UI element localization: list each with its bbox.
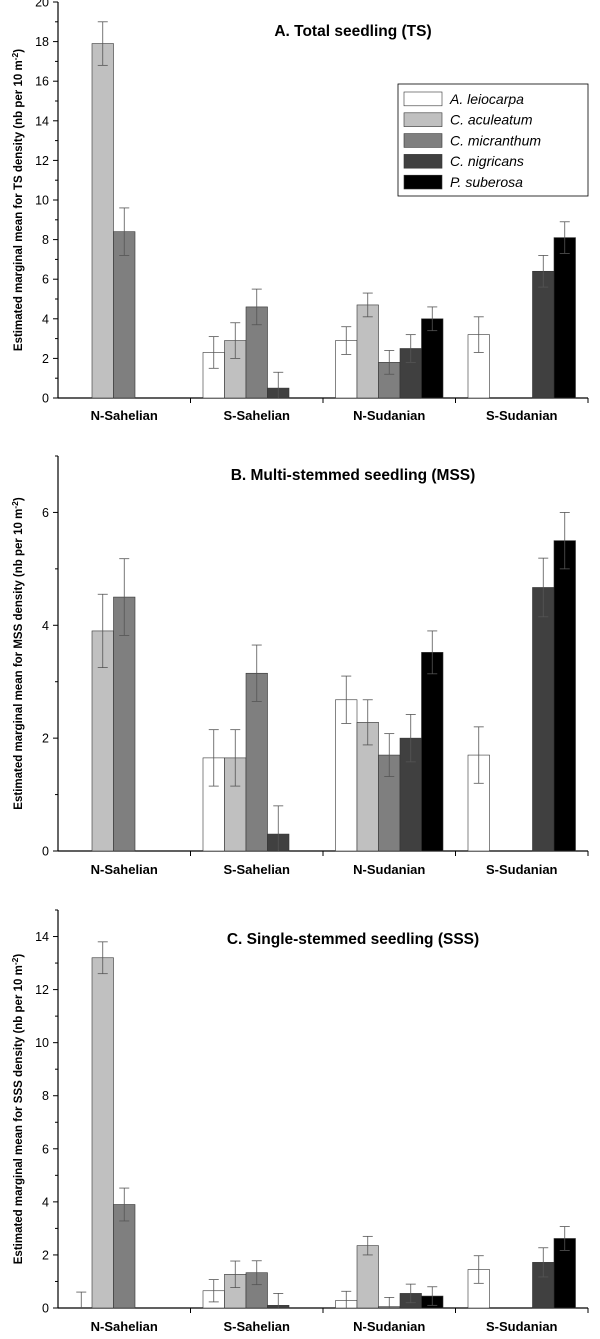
y-axis-title-suffix: ) — [13, 497, 25, 501]
bar — [421, 652, 444, 852]
x-category-label: S-Sahelian — [224, 408, 291, 423]
bar — [91, 43, 114, 399]
legend-label: C. nigricans — [450, 153, 524, 169]
chart-title: B. Multi-stemmed seedling (MSS) — [231, 467, 476, 484]
y-axis-title-suffix: ) — [13, 49, 25, 53]
y-tick-label: 10 — [35, 194, 49, 208]
chart-title: A. Total seedling (TS) — [274, 23, 431, 40]
y-tick-label: 2 — [42, 732, 49, 746]
bar — [113, 231, 136, 399]
y-tick-label: 2 — [42, 1248, 49, 1262]
y-axis-title-text: Estimated marginal mean for TS density (… — [13, 60, 25, 351]
x-category-label: N-Sahelian — [91, 1319, 158, 1334]
y-tick-label: 16 — [35, 75, 49, 89]
y-tick-label: 6 — [42, 506, 49, 520]
legend-label: P. suberosa — [450, 174, 523, 190]
chart-panel-2: 0 2 4 6 8 10 12 14 N-Sahelian S-Sahelian N-Sudania… — [10, 909, 589, 1334]
bar — [553, 237, 576, 399]
bar — [532, 270, 555, 399]
y-tick-label: 8 — [42, 233, 49, 247]
legend-swatch — [403, 91, 443, 107]
y-tick-label: 4 — [42, 619, 49, 633]
chart-panel-0: 0 2 4 6 8 10 12 14 16 18 20 N-Sahelian S-Sahelian N-S… — [10, 0, 589, 423]
y-tick-label: 14 — [35, 930, 49, 944]
y-tick-label: 14 — [35, 114, 49, 128]
y-tick-label: 0 — [42, 392, 49, 406]
y-axis-title-text: Estimated marginal mean for SSS density … — [13, 965, 25, 1264]
x-category-label: N-Sahelian — [91, 408, 158, 423]
legend-swatch — [403, 112, 443, 127]
y-axis-title: Estimated marginal mean for TS density (… — [10, 49, 25, 351]
y-tick-label: 6 — [42, 273, 49, 287]
legend-swatch — [403, 133, 443, 148]
y-tick-label: 10 — [35, 1036, 49, 1050]
x-category-label: N-Sudanian — [353, 408, 425, 423]
y-tick-label: 2 — [42, 352, 49, 366]
legend-swatch — [403, 154, 443, 169]
bar — [356, 304, 379, 399]
chart-title: C. Single-stemmed seedling (SSS) — [227, 931, 479, 948]
y-axis-title-text: Estimated marginal mean for MSS density … — [13, 509, 25, 810]
bar — [91, 957, 114, 1309]
y-axis-title-exponent: -2 — [10, 957, 20, 965]
bar — [532, 587, 555, 852]
y-tick-label: 20 — [35, 0, 49, 10]
x-category-label: S-Sudanian — [486, 408, 558, 423]
x-category-label: S-Sudanian — [486, 1319, 558, 1334]
x-category-label: N-Sahelian — [91, 862, 158, 877]
y-axis-title-exponent: -2 — [10, 501, 20, 509]
legend-label: C. micranthum — [450, 132, 541, 148]
y-tick-label: 8 — [42, 1089, 49, 1103]
x-category-label: S-Sahelian — [224, 1319, 291, 1334]
y-tick-label: 12 — [35, 983, 49, 997]
y-tick-label: 4 — [42, 312, 49, 326]
y-tick-label: 18 — [35, 35, 49, 49]
legend-swatch — [403, 174, 443, 190]
chart-panel-1: 0 2 4 6 N-Sahelian S-Sahelian N-Sudanian S-Suda… — [10, 455, 589, 877]
bar — [553, 540, 576, 852]
y-tick-label: 12 — [35, 154, 49, 168]
y-axis-title-suffix: ) — [13, 954, 25, 958]
y-axis-title: Estimated marginal mean for MSS density … — [10, 497, 25, 810]
legend: A. leiocarpa C. aculeatum C. micranthum C. … — [397, 83, 589, 197]
x-category-label: N-Sudanian — [353, 862, 425, 877]
x-category-label: N-Sudanian — [353, 1319, 425, 1334]
x-category-label: S-Sudanian — [486, 862, 558, 877]
y-tick-label: 6 — [42, 1142, 49, 1156]
y-tick-label: 4 — [42, 1195, 49, 1209]
x-category-label: S-Sahelian — [224, 862, 291, 877]
y-tick-label: 0 — [42, 1302, 49, 1316]
legend-label: A. leiocarpa — [449, 91, 524, 107]
y-axis-title: Estimated marginal mean for SSS density … — [10, 954, 25, 1265]
y-tick-label: 0 — [42, 845, 49, 859]
y-axis-title-exponent: -2 — [10, 52, 20, 60]
legend-label: C. aculeatum — [450, 112, 533, 128]
